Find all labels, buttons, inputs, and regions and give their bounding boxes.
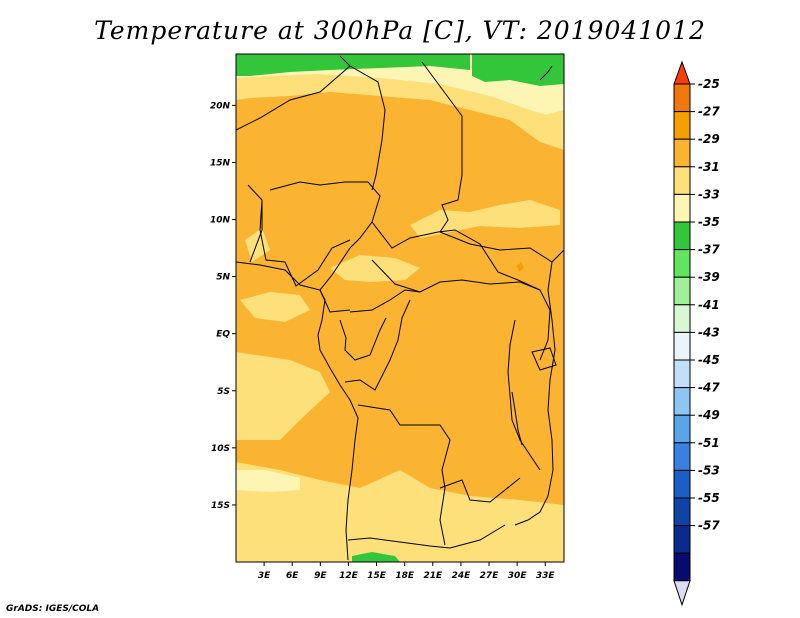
red-sea-coast [539, 65, 553, 81]
colorbar-label: -49 [698, 408, 720, 422]
colorbar-cell [673, 138, 691, 168]
colorbar-label: -39 [698, 270, 720, 284]
border-drc-west [344, 299, 411, 391]
lon-tick-label: 9E [314, 571, 327, 581]
border-zambia [439, 477, 521, 503]
border-egypt-sudan [421, 61, 463, 233]
colorbar-cell [673, 249, 691, 278]
latitude-axis: 20N 15N 10N 5N EQ 5S 10S 15S [210, 101, 236, 511]
longitude-axis: 3E 6E 9E 12E 15E 18E 21E 24E 27E 30E 33E [258, 562, 556, 581]
coastline-east [514, 249, 564, 526]
patch-minus-27 [517, 262, 524, 272]
colorbar-bottom-arrow [673, 580, 691, 607]
patch-minus-33-south [236, 470, 300, 492]
colorbar-label: -43 [698, 325, 720, 339]
coastline-west [236, 261, 359, 561]
colorbar-cell [673, 414, 691, 444]
lon-tick-label: 24E [452, 571, 472, 581]
colorbar-label: -51 [698, 436, 720, 450]
colorbar-legend: -25 -27 -29 -31 -33 -35 -37 -39 -41 -43 -45 -47 -49 -… [673, 60, 720, 607]
lon-tick-label: 30E [508, 571, 528, 581]
lat-tick-label: 10S [211, 444, 230, 454]
lat-tick-label: 10N [210, 216, 231, 226]
colorbar-label: -45 [698, 353, 720, 367]
colorbar-label: -35 [698, 215, 720, 229]
colorbar-cell [673, 304, 691, 333]
border-nigeria-chad [269, 181, 381, 249]
border-congo [339, 317, 387, 361]
lon-tick-label: 21E [423, 571, 443, 581]
colorbar-cell [673, 469, 691, 499]
colorbar-cell [673, 221, 691, 251]
colorbar-label: -25 [698, 77, 720, 91]
chart-title: Temperature at 300hPa [C], VT: 201904101… [94, 16, 706, 45]
band-minus-35-north-right [472, 54, 564, 86]
patch-minus-31-a [532, 110, 564, 140]
lon-tick-label: 18E [395, 571, 415, 581]
border-nigeria [259, 199, 351, 287]
map-frame [235, 53, 565, 563]
patch-minus-31-f [236, 352, 330, 440]
lat-tick-label: EQ [216, 330, 230, 340]
political-boundaries [236, 55, 564, 561]
patch-minus-31-g [236, 462, 564, 562]
border-drc-east [507, 319, 541, 471]
patch-minus-31-c [330, 255, 420, 282]
lon-tick-label: 12E [339, 571, 359, 581]
border-namibia [347, 524, 506, 549]
lake-victoria [531, 347, 557, 371]
colorbar-cell [673, 193, 691, 223]
lon-tick-label: 6E [286, 571, 299, 581]
colorbar-cell [673, 276, 691, 306]
colorbar-label: -55 [698, 491, 720, 505]
border-benin [247, 184, 263, 263]
footer-credit: GrADS: IGES/COLA [6, 604, 100, 614]
colorbar-cell [673, 111, 691, 140]
colorbar-label: -47 [698, 381, 720, 395]
border-angola [357, 404, 451, 546]
colorbar-label: -31 [698, 160, 720, 174]
colorbar-cell [673, 83, 691, 113]
border-east-africa [519, 281, 551, 361]
colorbar-cell [673, 442, 691, 471]
band-minus-35-north-left [236, 54, 470, 76]
lat-tick-label: 15N [210, 158, 231, 168]
border-sudan-southsudan [439, 231, 553, 263]
colorbar-label: -37 [698, 243, 720, 257]
colorbar-label: -27 [698, 105, 720, 119]
lake-tanganyika [511, 391, 523, 446]
colorbar-cell [673, 166, 691, 195]
lon-tick-label: 27E [480, 571, 500, 581]
colorbar-cell [673, 331, 691, 361]
lat-tick-label: 5N [216, 273, 230, 283]
colorbar-cell [673, 525, 691, 554]
lat-tick-label: 5S [217, 387, 230, 397]
colorbar-cell [673, 359, 691, 389]
patch-minus-31-b [410, 200, 560, 238]
patch-minus-31-e [245, 228, 270, 262]
colorbar-label: -53 [698, 463, 720, 477]
border-car-south [371, 259, 521, 293]
border-drc-north [349, 289, 421, 313]
lon-tick-label: 3E [258, 571, 271, 581]
temperature-field [236, 54, 564, 562]
colorbar-cell [673, 497, 691, 527]
band-minus-35-south [352, 552, 400, 562]
colorbar-cell [673, 387, 691, 416]
lat-tick-label: 15S [211, 501, 230, 511]
colorbar-label: -57 [698, 519, 720, 533]
lon-tick-label: 15E [367, 571, 387, 581]
border-niger [236, 65, 351, 131]
patch-minus-31-d [240, 292, 310, 322]
lon-tick-label: 33E [536, 571, 556, 581]
colorbar-label: -41 [698, 298, 720, 312]
border-cameroon [319, 247, 351, 313]
border-car [371, 221, 541, 291]
lat-tick-label: 20N [210, 101, 231, 111]
colorbar-label: -29 [698, 132, 720, 146]
colorbar-label: -33 [698, 187, 720, 201]
colorbar-top-arrow [673, 60, 691, 85]
colorbar-cell [673, 552, 691, 582]
